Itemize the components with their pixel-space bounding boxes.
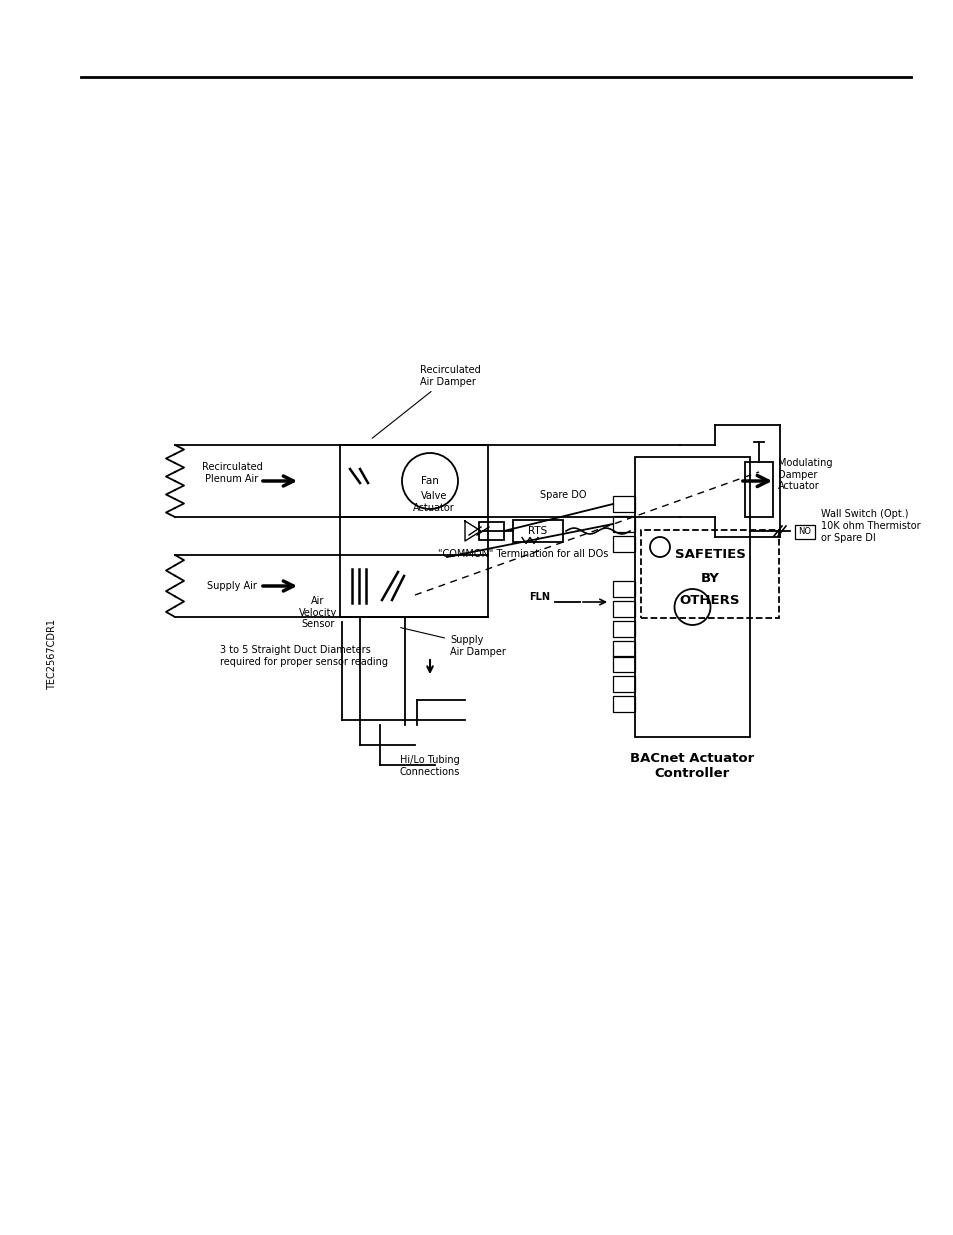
Bar: [744, 462, 772, 517]
Bar: [613, 641, 635, 657]
Bar: [635, 457, 749, 737]
Bar: [613, 516, 635, 532]
Text: OTHERS: OTHERS: [679, 594, 740, 606]
Bar: [613, 496, 635, 513]
Text: Modulating
Damper
Actuator: Modulating Damper Actuator: [778, 458, 832, 492]
Bar: [613, 536, 635, 552]
Bar: [613, 656, 635, 672]
Text: "COMMON" Termination for all DOs: "COMMON" Termination for all DOs: [437, 550, 608, 559]
Text: Fan: Fan: [420, 475, 438, 487]
Text: Recirculated
Air Damper: Recirculated Air Damper: [372, 366, 480, 438]
Bar: [613, 601, 635, 618]
Text: BY: BY: [700, 572, 719, 585]
Text: Valve
Actuator: Valve Actuator: [413, 492, 455, 513]
Bar: [478, 522, 503, 540]
Text: FLN: FLN: [529, 592, 550, 601]
Text: Air
Velocity
Sensor: Air Velocity Sensor: [298, 597, 336, 629]
Bar: [794, 525, 814, 538]
Bar: [640, 530, 779, 618]
Bar: [513, 520, 562, 542]
Text: BACnet Actuator
Controller: BACnet Actuator Controller: [630, 752, 754, 781]
Text: Supply Air: Supply Air: [207, 580, 256, 592]
Text: Wall Switch (Opt.)
10K ohm Thermistor
or Spare DI: Wall Switch (Opt.) 10K ohm Thermistor or…: [821, 509, 920, 542]
Text: NO: NO: [798, 527, 811, 536]
Bar: [613, 621, 635, 637]
Bar: [613, 676, 635, 692]
Text: Spare DO: Spare DO: [539, 490, 586, 500]
Text: 3 to 5 Straight Duct Diameters
required for proper sensor reading: 3 to 5 Straight Duct Diameters required …: [220, 645, 388, 667]
Text: RTS: RTS: [528, 526, 547, 536]
Text: Hi/Lo Tubing
Connections: Hi/Lo Tubing Connections: [399, 755, 459, 777]
Bar: [613, 697, 635, 713]
Text: Recirculated
Plenum Air: Recirculated Plenum Air: [201, 462, 262, 484]
Text: TEC2567CDR1: TEC2567CDR1: [47, 620, 57, 690]
Bar: [613, 580, 635, 597]
Text: Supply
Air Damper: Supply Air Damper: [400, 627, 505, 657]
Text: SAFETIES: SAFETIES: [674, 548, 744, 561]
